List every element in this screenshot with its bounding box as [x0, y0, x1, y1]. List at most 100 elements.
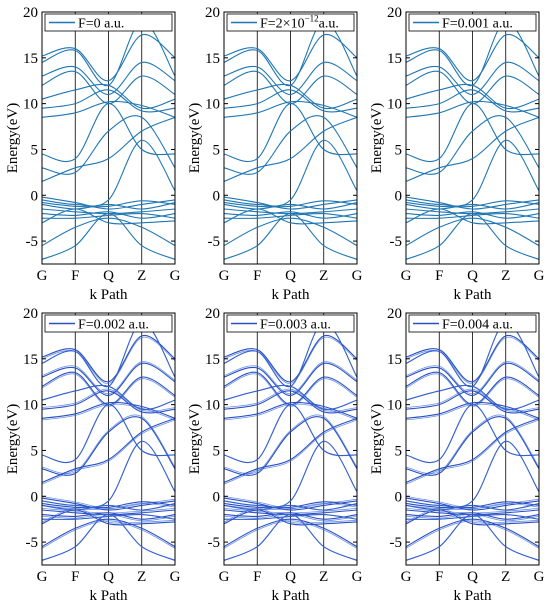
band-line	[406, 20, 539, 86]
band-line	[406, 200, 539, 208]
band-line	[406, 202, 539, 210]
legend-label: F=0.003 a.u.	[260, 318, 331, 333]
band-line	[406, 217, 539, 247]
band-line-split	[224, 440, 357, 508]
band-line	[42, 20, 175, 86]
y-tick-label: 15	[205, 352, 220, 368]
band-panel-4: -5 0 5 10 15 20 G F Q Z Gk Path Energy(eV) F=0.002 a…	[5, 306, 181, 604]
band-line-split	[224, 336, 357, 384]
y-tick-label: -5	[26, 535, 39, 551]
band-line-split	[42, 385, 175, 410]
band-line-split	[42, 321, 175, 387]
y-tick-label: 5	[395, 443, 403, 459]
y-tick-label: 20	[205, 5, 220, 21]
band-line	[42, 416, 175, 476]
axes-frame	[405, 312, 540, 566]
band-line	[224, 362, 357, 397]
x-tick-label: Q	[103, 569, 114, 585]
band-line	[406, 89, 539, 113]
band-line	[224, 116, 357, 183]
bands-group	[224, 321, 357, 561]
band-line	[42, 212, 175, 219]
band-line-split	[42, 503, 175, 511]
band-line-split	[406, 385, 539, 410]
x-tick-label: G	[219, 569, 230, 585]
band-panel-5: -5 0 5 10 15 20 G F Q Z Gk Path Energy(eV) F=0.003 a…	[187, 306, 363, 604]
x-axis-label: k Path	[272, 588, 310, 604]
band-line-split	[224, 514, 357, 561]
band-panel-3: -5 0 5 10 15 20 G F Q Z Gk Path Energy(eV) F=0.001 a…	[369, 5, 545, 303]
x-tick-label: Z	[319, 569, 328, 585]
y-tick-label: 5	[31, 443, 39, 459]
bands-group	[42, 20, 175, 260]
band-line	[42, 83, 175, 110]
y-tick-label: 5	[213, 142, 221, 158]
legend-label: F=0 a.u.	[78, 17, 124, 32]
x-tick-label: F	[253, 268, 261, 284]
axes-frame	[223, 312, 358, 566]
y-tick-label: 20	[205, 306, 220, 322]
band-line	[224, 200, 357, 208]
x-tick-label: Z	[137, 268, 146, 284]
y-tick-label: 10	[23, 398, 38, 414]
band-line	[406, 417, 539, 484]
band-line	[406, 518, 539, 548]
y-tick-label: 20	[387, 5, 402, 21]
band-line-split	[224, 419, 357, 485]
band-line	[406, 208, 539, 225]
band-line-split	[406, 419, 539, 485]
legend-label: F=0.002 a.u.	[78, 318, 149, 333]
band-line	[406, 116, 539, 183]
y-axis-label: Energy(eV)	[369, 404, 385, 475]
x-tick-label: Z	[137, 569, 146, 585]
band-line	[406, 416, 539, 476]
legend-label: F=2×10−12a.u.	[260, 14, 339, 32]
band-line	[406, 212, 539, 219]
band-line-split	[406, 321, 539, 387]
band-line	[224, 89, 357, 113]
band-line	[406, 335, 539, 383]
y-tick-label: 15	[23, 51, 38, 67]
y-tick-label: 15	[205, 51, 220, 67]
legend-box	[408, 314, 537, 333]
y-tick-label: 5	[213, 443, 221, 459]
band-line-split	[406, 514, 539, 520]
band-line-split	[42, 507, 175, 524]
band-panel-2: -5 0 5 10 15 20 G F Q Z Gk Path Energy(eV) F=2×10−12…	[187, 5, 363, 303]
band-line	[406, 115, 539, 175]
band-line-split	[224, 503, 357, 511]
x-tick-label: G	[401, 569, 412, 585]
band-line-split	[42, 514, 175, 561]
band-line	[406, 103, 539, 163]
bands-group	[42, 321, 175, 561]
band-line	[42, 208, 175, 225]
y-axis-label: Energy(eV)	[187, 404, 203, 475]
y-tick-label: 10	[387, 97, 402, 113]
band-line	[224, 61, 357, 96]
y-tick-label: -5	[390, 535, 403, 551]
band-line	[224, 83, 357, 110]
y-tick-label: 10	[387, 398, 402, 414]
band-line	[224, 335, 357, 383]
band-line-split	[42, 404, 175, 463]
y-tick-label: -5	[26, 234, 39, 250]
band-line	[406, 512, 539, 520]
band-line-split	[42, 502, 175, 510]
legend-box	[408, 13, 537, 32]
band-line-split	[42, 373, 175, 407]
axes-frame	[41, 11, 176, 265]
band-line-split	[42, 361, 175, 395]
x-tick-label: G	[170, 569, 181, 585]
x-tick-label: G	[534, 268, 545, 284]
band-line	[224, 34, 357, 82]
band-line	[42, 103, 175, 163]
band-line	[42, 211, 175, 219]
band-panel-1: -5 0 5 10 15 20 G F Q Z Gk Path Energy(eV) F=0 a.u.	[5, 5, 181, 303]
x-tick-label: Q	[467, 268, 478, 284]
band-line	[224, 401, 357, 419]
band-line	[224, 390, 357, 414]
legend-label: F=0.004 a.u.	[442, 318, 513, 333]
x-tick-label: F	[71, 569, 79, 585]
y-axis-label: Energy(eV)	[5, 103, 21, 174]
band-line-split	[42, 514, 175, 520]
